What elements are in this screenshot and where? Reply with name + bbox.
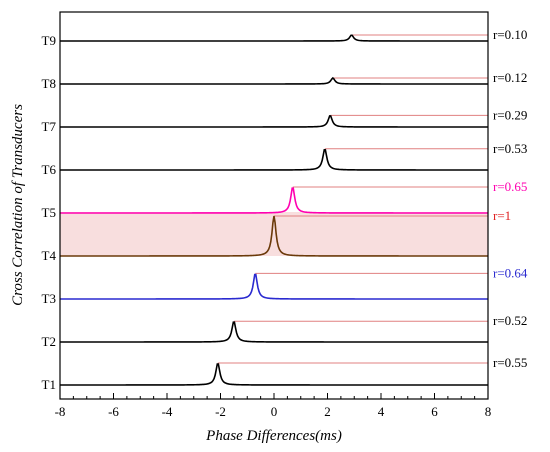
x-tick-label: 6 [431, 404, 438, 419]
curve-t9 [60, 34, 488, 42]
y-axis-title: Cross Correlation of Transducers [10, 104, 26, 306]
x-tick-label: -2 [215, 404, 226, 419]
r-label-t1: r=0.55 [493, 355, 527, 370]
curve-t5 [60, 187, 488, 214]
series-label-t1: T1 [42, 377, 56, 392]
r-label-t5: r=0.65 [493, 179, 527, 194]
r-label-t7: r=0.29 [493, 107, 527, 122]
curve-t3 [60, 273, 488, 300]
curve-t1 [60, 363, 488, 386]
series-label-t7: T7 [42, 119, 57, 134]
curve-t6 [60, 149, 488, 171]
series-label-t9: T9 [42, 33, 56, 48]
series-label-t2: T2 [42, 334, 56, 349]
reference-lines [217, 34, 488, 364]
r-label-t2: r=0.52 [493, 313, 527, 328]
series-label-t5: T5 [42, 205, 56, 220]
r-label-t9: r=0.10 [493, 27, 527, 42]
r-label-t3: r=0.64 [493, 265, 528, 280]
curve-t4 [60, 215, 488, 257]
plot-frame [59, 11, 489, 400]
x-tick-label: 8 [485, 404, 492, 419]
series-label-t8: T8 [42, 76, 56, 91]
x-tick-label: 4 [378, 404, 385, 419]
x-tick-label: 0 [271, 404, 278, 419]
correlation-curves [60, 34, 488, 386]
series-labels: T1 T2 T3 T4 T5 T6 T7 T8 T9 [42, 33, 57, 392]
x-tick-label: -8 [55, 404, 66, 419]
correlation-labels: r=0.55 r=0.52 r=0.64 r=1 r=0.65 r=0.53 r=0.29 r… [493, 27, 528, 370]
r-label-t8: r=0.12 [493, 70, 527, 85]
curve-t8 [60, 76, 488, 85]
curve-t7 [60, 115, 488, 128]
x-tick-label: -6 [108, 404, 119, 419]
x-tick-label: -4 [162, 404, 173, 419]
curve-t2 [60, 321, 488, 343]
x-axis-title: Phase Differences(ms) [205, 428, 342, 444]
series-label-t4: T4 [42, 248, 57, 263]
series-label-t6: T6 [42, 162, 57, 177]
x-tick-label: 2 [324, 404, 331, 419]
r-label-t4: r=1 [493, 208, 511, 223]
x-axis-ticks: -8 -6 -4 -2 0 2 4 6 8 [55, 393, 492, 419]
series-label-t3: T3 [42, 291, 56, 306]
r-label-t6: r=0.53 [493, 141, 527, 156]
